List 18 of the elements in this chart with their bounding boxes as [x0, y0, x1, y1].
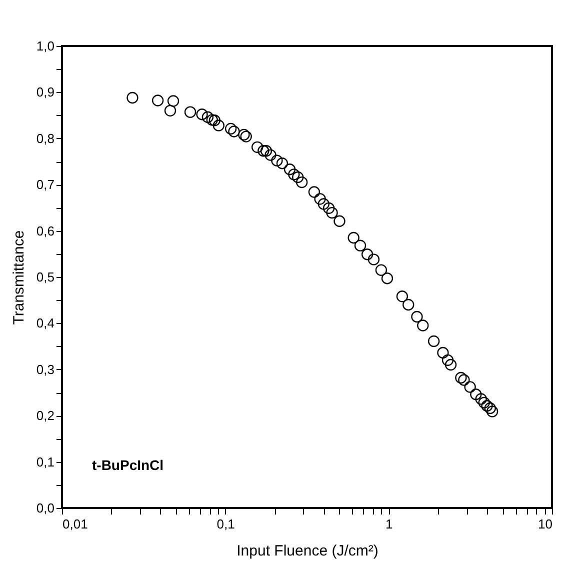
x-tick-label: 1	[386, 516, 393, 532]
y-tick-label: 0,6	[36, 223, 54, 238]
x-tick-label: 0,1	[216, 516, 235, 532]
x-tick-label: 0,01	[62, 516, 88, 532]
y-tick-label: 0,7	[36, 177, 54, 192]
y-tick-label: 0,9	[36, 84, 54, 100]
annotation: t-BuPcInCl	[92, 457, 164, 473]
y-tick-label: 0,5	[36, 270, 54, 284]
y-tick-label: 0,3	[36, 362, 54, 377]
y-tick-label: 0,8	[36, 130, 54, 146]
y-axis-title: Transmittance	[10, 230, 28, 325]
y-tick-label: 0,2	[36, 408, 54, 424]
x-axis-title: Input Fluence (J/cm²)	[236, 542, 378, 560]
y-tick-label: 0,1	[36, 454, 54, 470]
y-tick-label: 1,0	[36, 38, 54, 54]
x-tick-label: 10	[538, 516, 552, 532]
y-tick-label: 0,4	[36, 316, 54, 331]
y-tick-label: 0,0	[36, 500, 54, 516]
